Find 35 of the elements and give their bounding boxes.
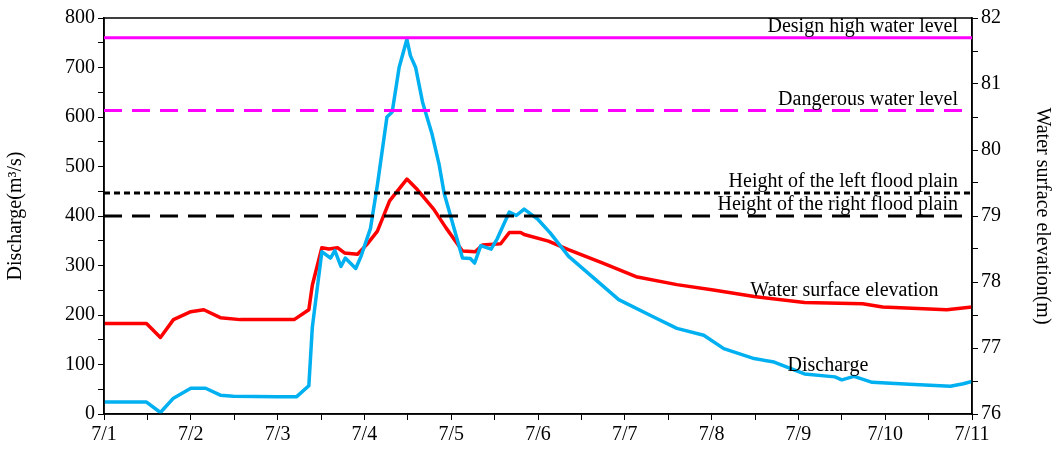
x-tick-label: 7/10 <box>867 422 903 445</box>
annotation: Discharge <box>787 352 869 376</box>
x-tick-label: 7/1 <box>91 422 117 445</box>
ref-line-label: Height of the right flood plain <box>717 192 958 216</box>
y2-tick-label: 76 <box>981 401 1001 424</box>
x-tick-label: 7/9 <box>785 422 812 445</box>
y-tick-label: 100 <box>65 351 95 374</box>
y2-tick-label: 81 <box>981 71 1001 94</box>
x-tick-label: 7/5 <box>438 422 464 445</box>
annotation: Water surface elevation <box>750 278 939 301</box>
y-tick-label: 400 <box>65 203 95 226</box>
ref-line-label: Height of the left flood plain <box>728 169 958 193</box>
y-tick-label: 600 <box>65 104 95 127</box>
x-tick-label: 7/4 <box>351 422 378 445</box>
x-tick-label: 7/7 <box>612 422 638 445</box>
y-tick-label: 500 <box>65 153 95 176</box>
x-tick-label: 7/6 <box>525 422 551 445</box>
y2-tick-label: 77 <box>981 335 1001 358</box>
y2-tick-label: 78 <box>981 269 1001 292</box>
y-tick-label: 200 <box>65 302 95 325</box>
ref-line-label: Design high water level <box>767 14 959 38</box>
y-tick-label: 700 <box>65 54 95 77</box>
x-tick-label: 7/8 <box>698 422 725 445</box>
y-tick-label: 0 <box>85 401 95 424</box>
x-tick-label: 7/3 <box>264 422 291 445</box>
x-tick-label: 7/11 <box>954 422 990 445</box>
x-tick-label: 7/2 <box>178 422 204 445</box>
y2-tick-label: 82 <box>981 5 1001 28</box>
ref-line-label: Dangerous water level <box>778 86 959 110</box>
y2-tick-label: 79 <box>981 203 1001 226</box>
y-tick-label: 800 <box>65 5 95 28</box>
y2-axis-title: Water surface elevation(m) <box>1031 107 1055 325</box>
y-axis-title: Discharge(m³/s) <box>3 151 27 281</box>
y2-tick-label: 80 <box>981 137 1001 160</box>
y-tick-label: 300 <box>65 252 95 275</box>
